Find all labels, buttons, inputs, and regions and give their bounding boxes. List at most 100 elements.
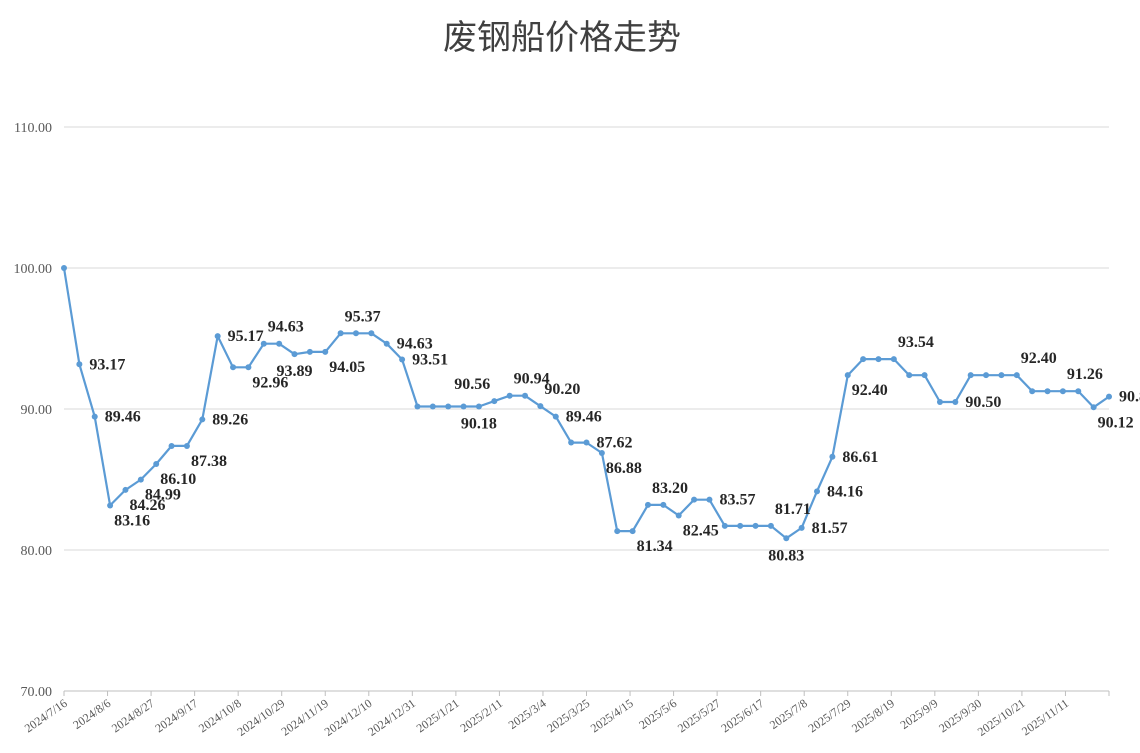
y-tick-label: 100.00 xyxy=(14,262,53,277)
data-label: 81.57 xyxy=(812,520,848,537)
x-tick-label: 2025/7/8 xyxy=(767,696,810,732)
data-label: 82.45 xyxy=(683,522,719,539)
x-tick-label: 2024/10/29 xyxy=(235,696,288,739)
data-label: 93.51 xyxy=(412,352,448,369)
x-tick-label: 2025/3/4 xyxy=(506,696,549,732)
data-label: 92.40 xyxy=(852,382,888,399)
data-point xyxy=(691,496,698,503)
data-point xyxy=(1075,388,1082,395)
data-point xyxy=(183,442,190,449)
data-label: 89.46 xyxy=(105,409,141,426)
x-axis xyxy=(63,690,1110,696)
data-point xyxy=(291,351,298,358)
y-tick-label: 80.00 xyxy=(21,544,53,559)
data-point xyxy=(921,372,928,379)
y-axis-tick-labels: 70.00 80.00 90.00 100.00 110.00 xyxy=(14,121,53,700)
data-label: 93.17 xyxy=(89,356,125,373)
data-point xyxy=(906,372,913,379)
data-point xyxy=(629,528,636,535)
data-point xyxy=(199,416,206,423)
x-tick-label: 2025/11/11 xyxy=(1019,696,1071,738)
data-label: 94.63 xyxy=(268,319,304,336)
data-point xyxy=(860,356,867,363)
data-point xyxy=(598,449,605,456)
data-point xyxy=(399,356,406,363)
y-tick-label: 70.00 xyxy=(21,685,53,700)
data-point xyxy=(137,476,144,483)
data-point xyxy=(998,372,1005,379)
data-point xyxy=(675,512,682,519)
data-point xyxy=(875,356,882,363)
data-point xyxy=(844,372,851,379)
data-point xyxy=(1013,372,1020,379)
data-label: 84.16 xyxy=(827,483,863,500)
data-point xyxy=(122,486,129,493)
data-point xyxy=(983,372,990,379)
data-label: 81.34 xyxy=(637,538,673,555)
data-label: 94.05 xyxy=(329,359,365,376)
data-point xyxy=(352,330,359,337)
data-point xyxy=(537,403,544,410)
data-point xyxy=(276,340,283,347)
data-point xyxy=(383,340,390,347)
data-point xyxy=(967,372,974,379)
data-point xyxy=(568,439,575,446)
data-label: 90.20 xyxy=(544,381,580,398)
x-tick-label: 2025/10/21 xyxy=(975,696,1028,739)
data-point xyxy=(76,361,83,368)
data-point xyxy=(767,522,774,529)
data-point xyxy=(153,460,160,467)
data-label: 86.88 xyxy=(606,460,642,477)
data-point xyxy=(1029,388,1036,395)
x-tick-label: 2025/2/11 xyxy=(458,696,506,735)
data-label: 87.38 xyxy=(191,453,227,470)
data-label: 93.54 xyxy=(898,334,934,351)
x-tick-label: 2024/11/19 xyxy=(279,696,331,739)
y-tick-label: 110.00 xyxy=(14,121,52,136)
data-point xyxy=(644,501,651,508)
data-label: 81.71 xyxy=(775,501,811,518)
data-point xyxy=(706,496,713,503)
data-label: 83.20 xyxy=(652,480,688,497)
x-tick-label: 2024/12/10 xyxy=(322,696,375,739)
data-label: 90.12 xyxy=(1098,414,1134,431)
data-label: 89.46 xyxy=(566,409,602,426)
data-point xyxy=(522,392,529,399)
data-point xyxy=(952,398,959,405)
data-point xyxy=(214,333,221,340)
data-label: 93.89 xyxy=(277,363,313,380)
x-tick-label: 2024/7/16 xyxy=(22,696,70,735)
data-label: 90.88 xyxy=(1119,389,1140,406)
x-tick-label: 2024/8/27 xyxy=(109,696,157,735)
x-tick-label: 2025/8/19 xyxy=(849,696,897,735)
data-label: 89.26 xyxy=(212,411,248,428)
data-point xyxy=(429,403,436,410)
data-point xyxy=(936,398,943,405)
chart-title: 废钢船价格走势 xyxy=(443,18,681,58)
data-point xyxy=(752,522,759,529)
data-label: 86.61 xyxy=(842,449,878,466)
data-label: 91.26 xyxy=(1067,366,1103,383)
data-label: 83.16 xyxy=(114,512,150,529)
x-tick-label: 2024/12/31 xyxy=(365,696,418,739)
data-point xyxy=(721,522,728,529)
data-point xyxy=(445,403,452,410)
y-tick-label: 90.00 xyxy=(21,403,53,418)
data-point xyxy=(783,535,790,542)
data-point xyxy=(737,522,744,529)
data-point xyxy=(829,453,836,460)
data-point xyxy=(552,413,559,420)
data-label: 90.18 xyxy=(461,415,497,432)
data-label: 92.96 xyxy=(252,374,288,391)
x-tick-label: 2025/7/29 xyxy=(806,696,854,735)
data-point xyxy=(890,356,897,363)
data-point xyxy=(1090,404,1097,411)
x-tick-label: 2025/9/9 xyxy=(898,696,941,732)
data-point xyxy=(245,364,252,371)
data-label: 95.37 xyxy=(345,308,381,325)
data-point xyxy=(61,265,67,271)
data-label: 95.17 xyxy=(228,328,264,345)
data-label: 80.83 xyxy=(768,547,804,564)
